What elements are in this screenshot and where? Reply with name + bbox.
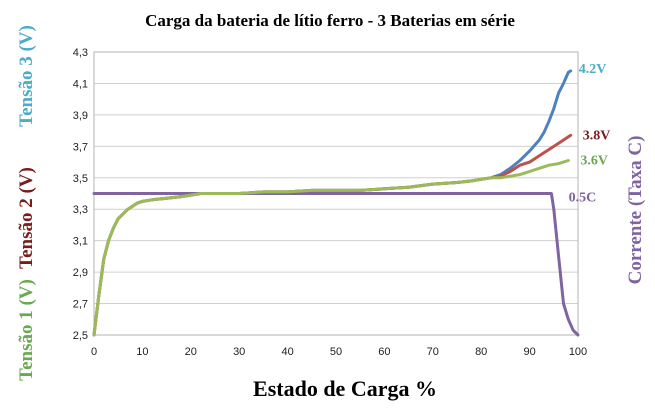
- x-tick-label: 100: [569, 346, 587, 358]
- x-axis-label: Estado de Carga %: [253, 376, 437, 401]
- y-axis-label-tensao-3: Tensão 3 (V): [16, 25, 37, 127]
- x-tick-label: 80: [475, 346, 487, 358]
- x-tick-label: 90: [523, 346, 535, 358]
- x-tick-label: 60: [378, 346, 390, 358]
- x-tick-label: 40: [281, 346, 293, 358]
- y-tick-labels: 2,5 2,7 2,9 3,1 3,3 3,5 3,7 3,9 4,1 4,3: [73, 47, 88, 342]
- x-tick-label: 30: [233, 346, 245, 358]
- series-end-label: 4.2V: [579, 62, 607, 77]
- y-tick-label: 2,5: [73, 330, 88, 342]
- series-end-labels: 4.2V 3.8V 3.6V 0.5C: [569, 62, 611, 206]
- x-tick-label: 10: [136, 346, 148, 358]
- series-line-0-5c: [92, 192, 580, 337]
- x-tick-label: 70: [427, 346, 439, 358]
- right-axis-label-corrente: Corrente (Taxa C): [625, 136, 646, 285]
- series-end-label: 3.8V: [583, 128, 611, 143]
- y-tick-label: 2,7: [73, 299, 88, 311]
- y-axis-label-tensao-1: Tensão 1 (V): [16, 279, 37, 381]
- series-end-label: 0.5C: [569, 191, 597, 206]
- y-tick-label: 3,3: [73, 204, 88, 216]
- x-tick-label: 50: [330, 346, 342, 358]
- series-end-label: 3.6V: [580, 153, 608, 168]
- y-axis-label-tensao-2: Tensão 2 (V): [16, 167, 37, 269]
- x-tick-labels: 0 10 20 30 40 50 60 70 80 90 100: [91, 346, 587, 358]
- y-tick-label: 3,9: [73, 110, 88, 122]
- grid-layer: [94, 82, 578, 305]
- chart-title: Carga da bateria de lítio ferro - 3 Bate…: [145, 11, 515, 30]
- series-line-3-6v: [92, 159, 570, 337]
- x-tick-label: 0: [91, 346, 97, 358]
- y-tick-label: 4,3: [73, 47, 88, 59]
- y-tick-label: 3,7: [73, 141, 88, 153]
- y-tick-label: 2,9: [73, 267, 88, 279]
- x-tick-label: 20: [185, 346, 197, 358]
- y-tick-label: 4,1: [73, 78, 88, 90]
- series-layer: [92, 69, 580, 337]
- y-tick-label: 3,1: [73, 236, 88, 248]
- y-tick-label: 3,5: [73, 173, 88, 185]
